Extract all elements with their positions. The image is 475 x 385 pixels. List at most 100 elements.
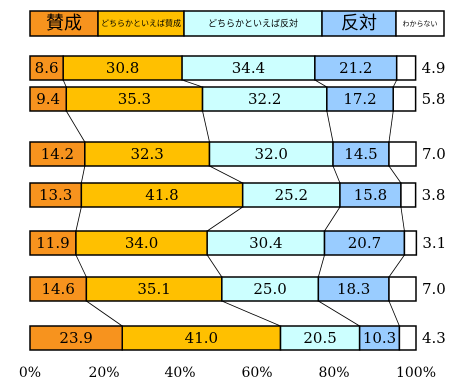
data-label: 20.7 [348,234,381,252]
connector-line [202,110,210,143]
legend-swatch [395,10,445,37]
legend-label: どちらかといえば賛成 [101,18,181,28]
data-label: 41.0 [185,329,218,347]
data-label: 23.9 [59,329,92,347]
connector-line [318,300,360,327]
bar-segment [121,325,282,351]
data-label: 3.8 [422,186,446,204]
bar-segment [317,276,390,302]
x-tick-label: 40% [164,365,195,381]
bar-segment [201,86,328,112]
connector-lines [62,79,405,327]
bar-segment [326,86,394,112]
bar-segment [314,55,398,81]
data-label: 3.1 [422,234,446,252]
data-label: 14.2 [41,145,74,163]
bar-segment [208,141,334,167]
data-label: 13.3 [39,186,72,204]
data-label: 15.8 [354,186,387,204]
connector-line [388,300,400,327]
x-tick-label: 80% [318,365,349,381]
connector-line [392,79,398,88]
data-label: 4.3 [422,329,446,347]
bar-segment [398,325,417,351]
value-labels: 8.6 30.8 34.4 21.2 4.9 9.4 35.3 32.2 17.2 5.8 14.2… [35,59,447,347]
connector-line [75,254,87,278]
data-label: 35.1 [137,280,170,298]
legend-swatch [29,10,99,37]
data-label: 10.3 [363,329,396,347]
connector-line [400,206,405,232]
data-label: 11.9 [36,234,69,252]
connector-line [317,254,325,278]
connector-line [332,165,341,184]
data-label: 32.3 [130,145,163,163]
bar-segment [29,86,68,112]
connector-line [209,165,243,184]
bar-segment [403,230,418,256]
connector-line [388,110,394,143]
x-tick-label: 60% [241,365,272,381]
bar-segment [388,141,417,167]
data-label: 34.4 [232,59,265,77]
data-label: 14.6 [41,280,74,298]
legend-label: 賛成 [46,13,82,34]
bar-segment [388,276,417,302]
bar-segment [392,86,417,112]
bar-segment [75,230,208,256]
data-label: 30.4 [249,234,282,252]
legend: 賛成 どちらかといえば賛成 どちらかといえば反対 反対 わからない [29,10,445,37]
legend-label: 反対 [341,13,377,34]
data-label: 9.4 [36,90,60,108]
connector-line [181,79,203,88]
data-label: 17.2 [343,90,376,108]
legend-label: どちらかといえば反対 [208,18,298,30]
data-label: 8.6 [35,59,59,77]
data-label: 25.0 [253,280,286,298]
legend-swatch [183,10,323,37]
data-label: 30.8 [106,59,139,77]
data-label: 35.3 [118,90,151,108]
bar-segment [85,276,223,302]
legend-label: わからない [403,20,438,28]
bar-segment [339,182,402,208]
connector-line [324,206,341,232]
connector-line [314,79,328,88]
connector-line [75,206,82,232]
data-label: 20.5 [303,329,336,347]
data-label: 14.5 [344,145,377,163]
data-label: 7.0 [422,280,446,298]
connector-line [65,110,86,143]
data-label: 34.0 [125,234,158,252]
connector-line [326,110,334,143]
bar-segment [29,230,77,256]
bar-segment [29,276,88,302]
bar-segment [65,86,204,112]
bar-segment [395,55,417,81]
bar-segment [323,230,406,256]
bar-segment [29,182,83,208]
bar-segment [279,325,361,351]
data-label: 18.3 [337,280,370,298]
bar-segment [221,276,320,302]
bar-segment [29,325,124,351]
connector-line [80,165,86,184]
bar-segment [181,55,316,81]
bar-segment [241,182,341,208]
bar-segment [29,55,64,81]
connector-line [86,300,123,327]
connector-line [62,79,67,88]
x-tick-label: 100% [396,365,436,381]
x-axis-ticks: 0% 20% 40% 60% 80% 100% [19,365,436,381]
data-label: 32.0 [255,145,288,163]
bar-segment [400,182,417,208]
data-label: 4.9 [422,59,446,77]
x-tick-label: 20% [88,365,119,381]
connector-line [206,206,243,232]
data-label: 41.8 [145,186,178,204]
data-label: 25.2 [275,186,308,204]
data-label: 32.2 [248,90,281,108]
data-label: 7.0 [422,145,446,163]
bars [29,55,418,351]
